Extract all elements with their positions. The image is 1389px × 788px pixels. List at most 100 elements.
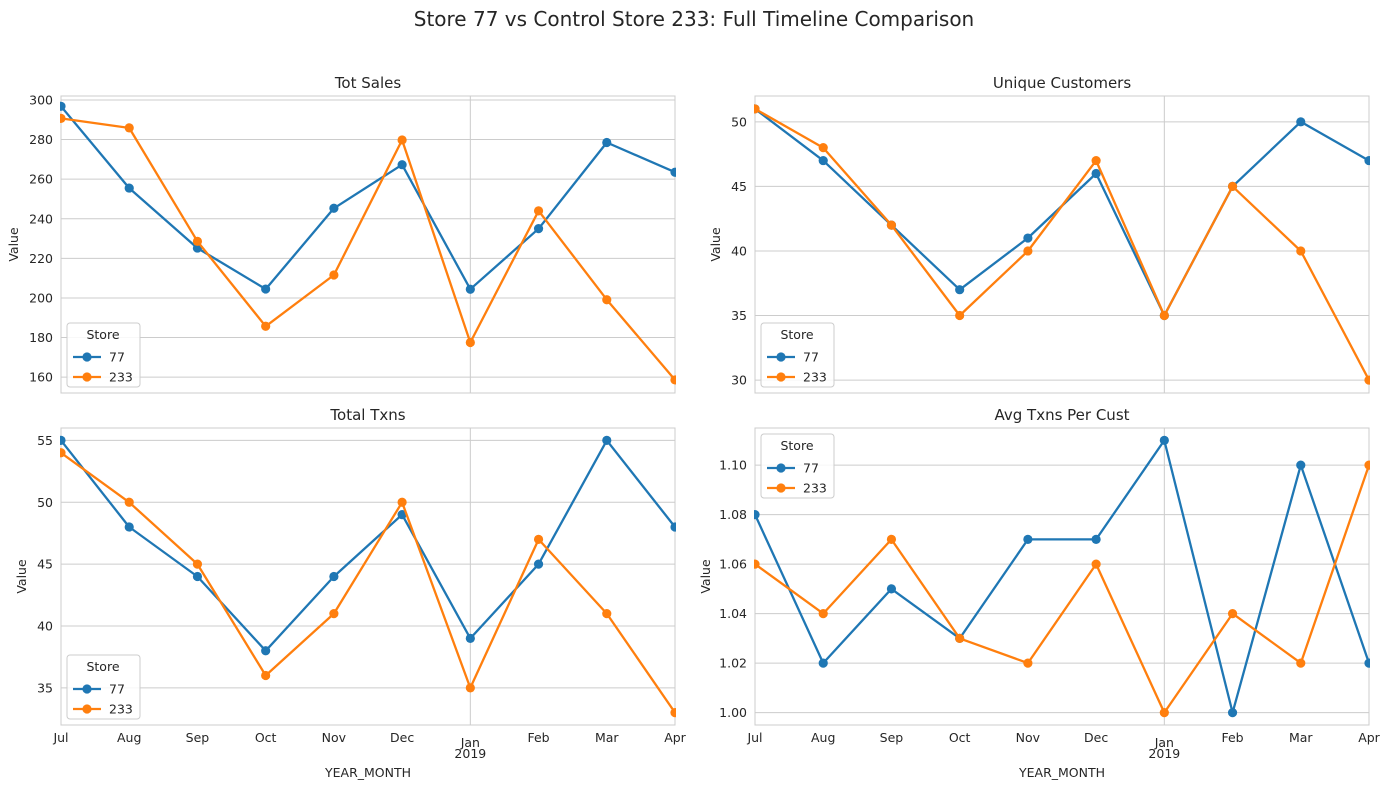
data-point-77 (602, 435, 612, 445)
x-axis-label: YEAR_MONTH (324, 765, 411, 780)
x-tick-label: Oct (949, 730, 971, 745)
data-point-77 (1023, 233, 1033, 243)
data-point-233 (397, 497, 407, 507)
data-point-77 (533, 224, 544, 234)
data-point-233 (1227, 181, 1238, 191)
data-point-233 (465, 683, 475, 693)
series-group (60, 101, 676, 385)
y-axis-label: Value (6, 227, 21, 262)
legend-title: Store (86, 659, 119, 674)
panel-title: Avg Txns Per Cust (994, 406, 1129, 424)
x-tick-label: Jul (746, 730, 762, 745)
series-line-77 (60, 105, 676, 291)
data-point-77 (670, 167, 676, 177)
plot-area (755, 428, 1369, 725)
y-tick-label: 35 (37, 680, 53, 695)
data-point-233 (124, 123, 134, 133)
data-point-233 (192, 559, 203, 569)
x-tick-year-label: 2019 (1148, 746, 1180, 761)
data-point-233 (60, 448, 66, 458)
chart-panel-1: 160 180 200 220 240 260 280 300 Tot Sales Value St… (6, 74, 676, 394)
legend-marker-77 (776, 352, 786, 362)
x-tick-label: Aug (117, 730, 141, 745)
plot-frame (754, 427, 1370, 726)
plot-frame (60, 427, 676, 726)
legend-label-233: 233 (803, 481, 827, 496)
data-point-77 (1227, 708, 1238, 718)
data-point-233 (1091, 559, 1101, 569)
data-point-77 (886, 584, 897, 594)
legend-label-77: 77 (803, 350, 819, 365)
legend-label-77: 77 (803, 461, 819, 476)
x-tick-label: Oct (255, 730, 277, 745)
data-point-77 (192, 571, 203, 582)
x-tick-label: Feb (527, 730, 549, 745)
x-tick-label: Apr (1358, 730, 1380, 745)
x-tick-label: Apr (664, 730, 686, 745)
plot-frame (60, 95, 676, 394)
data-point-233 (670, 708, 676, 718)
data-point-77 (60, 101, 66, 111)
y-tick-label: 280 (29, 132, 53, 147)
y-tick-label: 260 (29, 172, 53, 187)
data-point-77 (1364, 155, 1370, 166)
data-point-233 (955, 310, 965, 321)
y-axis-label: Value (698, 559, 713, 594)
data-point-77 (955, 285, 965, 295)
x-tick-year-label: 2019 (454, 746, 486, 761)
x-tick-label: Dec (1084, 730, 1108, 745)
data-point-233 (955, 633, 965, 643)
y-tick-label: 1.00 (719, 705, 747, 720)
legend-label-233: 233 (803, 370, 827, 385)
legend: Store 77 233 (760, 322, 835, 388)
data-point-233 (465, 337, 475, 348)
y-tick-label: 160 (29, 370, 53, 385)
y-tick-label: 1.10 (719, 458, 747, 473)
y-tick-label: 1.02 (719, 656, 747, 671)
plot-frame (754, 95, 1370, 394)
legend: Store 77 233 (760, 433, 835, 499)
legend-title: Store (780, 327, 813, 342)
data-point-233 (1364, 460, 1370, 470)
x-tick-label: Mar (595, 730, 619, 745)
data-point-233 (754, 559, 760, 569)
x-tick-label: Jan (1154, 735, 1174, 750)
y-tick-label: 220 (29, 251, 53, 266)
y-tick-label: 180 (29, 330, 53, 345)
legend: Store 77 233 (66, 322, 141, 388)
data-point-77 (329, 571, 339, 582)
data-point-233 (261, 321, 271, 331)
series-group (754, 104, 1370, 385)
data-point-77 (1159, 435, 1169, 445)
chart-panel-3: 35 40 45 50 55 Total Txns Value Jul Aug Sep Oct Nov… (14, 406, 687, 780)
legend-label-77: 77 (109, 682, 125, 697)
legend-marker-233 (82, 372, 92, 382)
data-point-77 (124, 183, 134, 193)
data-point-233 (886, 534, 897, 544)
y-tick-label: 1.06 (719, 557, 747, 572)
data-point-233 (670, 375, 676, 385)
x-tick-label: Nov (322, 730, 347, 745)
legend-marker-77 (82, 684, 92, 694)
data-point-233 (1091, 155, 1101, 166)
x-tick-label: Feb (1221, 730, 1243, 745)
data-point-233 (1023, 246, 1033, 256)
data-point-77 (1296, 117, 1306, 127)
series-line-77 (60, 439, 676, 652)
series-line-233 (60, 117, 676, 381)
data-point-77 (1091, 534, 1101, 544)
y-tick-label: 40 (37, 619, 53, 634)
data-point-77 (818, 658, 828, 668)
x-tick-label: Nov (1016, 730, 1041, 745)
data-point-233 (261, 670, 271, 681)
y-tick-label: 40 (731, 243, 747, 258)
plot-area (755, 96, 1369, 393)
data-point-77 (1364, 658, 1370, 668)
data-point-77 (60, 435, 66, 445)
x-tick-label: Jul (52, 730, 68, 745)
data-point-77 (602, 137, 612, 148)
y-tick-label: 1.04 (719, 606, 747, 621)
legend-box (66, 322, 141, 388)
data-point-233 (1296, 658, 1306, 668)
plot-area (61, 96, 675, 393)
